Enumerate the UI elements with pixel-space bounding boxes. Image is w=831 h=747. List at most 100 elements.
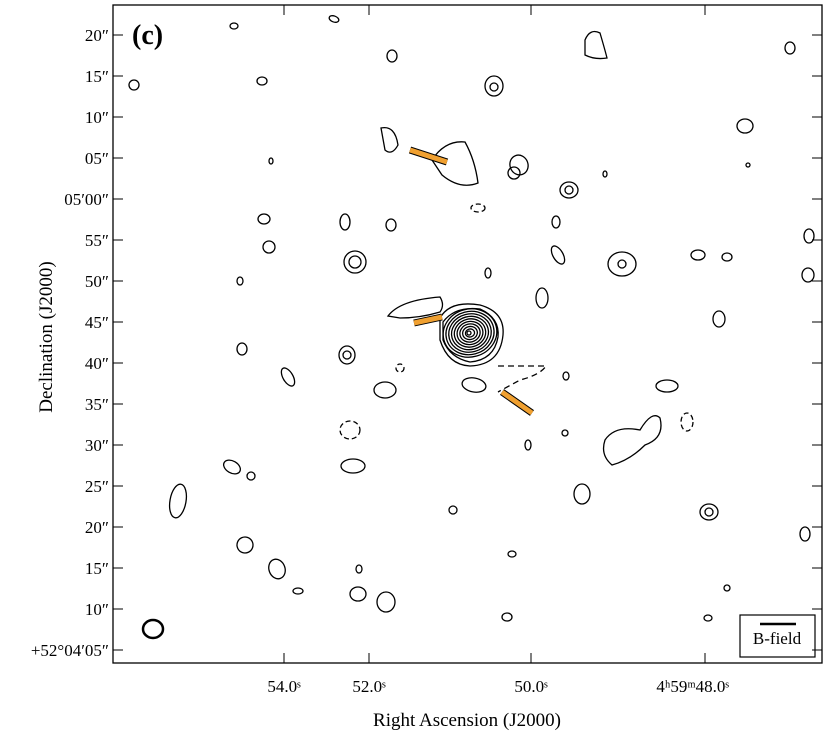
contour: [222, 459, 242, 475]
b-field-vectors: [408, 146, 535, 416]
contour: [343, 250, 367, 274]
y-tick-label: 05′00″: [64, 190, 109, 209]
contour: [450, 315, 490, 351]
contour: [704, 507, 714, 517]
legend-label: B-field: [753, 629, 802, 648]
contour: [168, 483, 188, 519]
contour: [559, 181, 579, 199]
x-axis-label: Right Ascension (J2000): [373, 710, 561, 731]
contour: [509, 154, 529, 176]
contour: [339, 213, 351, 231]
y-axis-label: Declination (J2000): [36, 261, 57, 412]
contour: [602, 415, 662, 466]
contour: [736, 118, 754, 134]
contour: [355, 564, 363, 574]
contour: [745, 162, 751, 168]
contour: [524, 439, 532, 451]
contour: [338, 345, 356, 365]
contour: [268, 157, 274, 165]
contour: [562, 371, 570, 381]
contour: [380, 126, 399, 153]
contour: [461, 377, 487, 393]
contour: [484, 75, 504, 97]
y-tick-label: 55″: [85, 231, 109, 250]
panel-label: (c): [132, 20, 163, 51]
y-tick-label: 10″: [85, 600, 109, 619]
contour: [395, 363, 405, 373]
contour: [801, 267, 815, 283]
b-field-vector: [500, 389, 534, 416]
contour: [376, 591, 396, 613]
beam-ellipse: [141, 618, 165, 640]
contour: [257, 213, 271, 225]
contour: [803, 228, 815, 244]
central-source: [380, 30, 662, 466]
y-tick-label: +52°04′05″: [31, 641, 109, 660]
x-tick-label: 52.0ˢ: [352, 677, 386, 696]
contour: [501, 612, 513, 622]
contour: [442, 307, 499, 363]
contour: [462, 325, 478, 341]
contour: [373, 381, 397, 399]
contour: [535, 287, 549, 309]
y-tick-label: 45″: [85, 313, 109, 332]
contour: [721, 252, 733, 262]
contour: [236, 536, 254, 554]
contour: [507, 550, 517, 558]
contour: [712, 310, 726, 328]
contour: [339, 420, 361, 440]
y-tick-label: 35″: [85, 395, 109, 414]
contour: [464, 328, 476, 338]
contour: [690, 249, 706, 261]
contour: [699, 503, 719, 521]
contour: [386, 49, 398, 63]
contour: [784, 41, 796, 55]
contour: [280, 367, 296, 387]
contour: [342, 350, 352, 360]
contour: [484, 267, 492, 279]
contour: [680, 412, 694, 432]
y-tick-label: 15″: [85, 559, 109, 578]
y-tick-label: 10″: [85, 108, 109, 127]
contour: [602, 170, 608, 178]
contour: [497, 365, 548, 393]
contour: [550, 245, 566, 265]
legend-box: [739, 614, 816, 658]
contour: [470, 203, 486, 213]
contour: [268, 558, 286, 580]
contour: [385, 218, 397, 232]
b-field-vector: [409, 147, 448, 165]
contour: [256, 76, 268, 86]
y-tick-label: 15″: [85, 67, 109, 86]
contour: [573, 483, 591, 505]
y-tick-label: 20″: [85, 518, 109, 537]
y-tick-label: 40″: [85, 354, 109, 373]
contour: [448, 313, 492, 353]
b-field-vector: [413, 314, 443, 326]
beam: [141, 618, 165, 640]
y-tick-label: 20″: [85, 26, 109, 45]
contour: [607, 251, 637, 277]
legend: B-field: [739, 614, 816, 658]
contour: [453, 318, 487, 348]
contour: [564, 185, 574, 195]
contour: [445, 310, 495, 356]
x-tick-label: 54.0ˢ: [267, 677, 301, 696]
y-tick-label: 50″: [85, 272, 109, 291]
contour: [340, 458, 366, 474]
contour: [799, 526, 811, 542]
y-tick-label: 05″: [85, 149, 109, 168]
contour: [431, 141, 479, 186]
y-tick-label: 25″: [85, 477, 109, 496]
contour: [328, 15, 340, 23]
contour: [561, 429, 569, 437]
contour: [459, 323, 481, 343]
contour: [448, 505, 458, 515]
contour: [262, 240, 276, 254]
plot-frame: [112, 4, 823, 664]
contour: [439, 303, 504, 367]
contour: [551, 215, 561, 229]
contour: [655, 379, 679, 393]
